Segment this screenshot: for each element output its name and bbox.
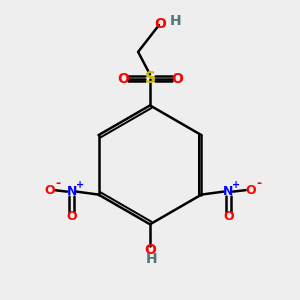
- Text: O: O: [171, 72, 183, 86]
- Text: O: O: [117, 72, 129, 86]
- Text: O: O: [67, 210, 77, 224]
- Text: H: H: [169, 14, 181, 28]
- Text: -: -: [256, 177, 261, 190]
- Text: +: +: [232, 180, 241, 190]
- Text: N: N: [223, 185, 233, 198]
- Text: S: S: [145, 71, 155, 86]
- Text: O: O: [245, 184, 256, 196]
- Text: O: O: [44, 184, 55, 196]
- Text: O: O: [144, 243, 156, 256]
- Text: -: -: [55, 177, 60, 190]
- Text: H: H: [146, 252, 157, 266]
- Text: +: +: [76, 180, 84, 190]
- Text: N: N: [67, 185, 77, 198]
- Text: O: O: [223, 210, 233, 224]
- Text: O: O: [154, 17, 166, 31]
